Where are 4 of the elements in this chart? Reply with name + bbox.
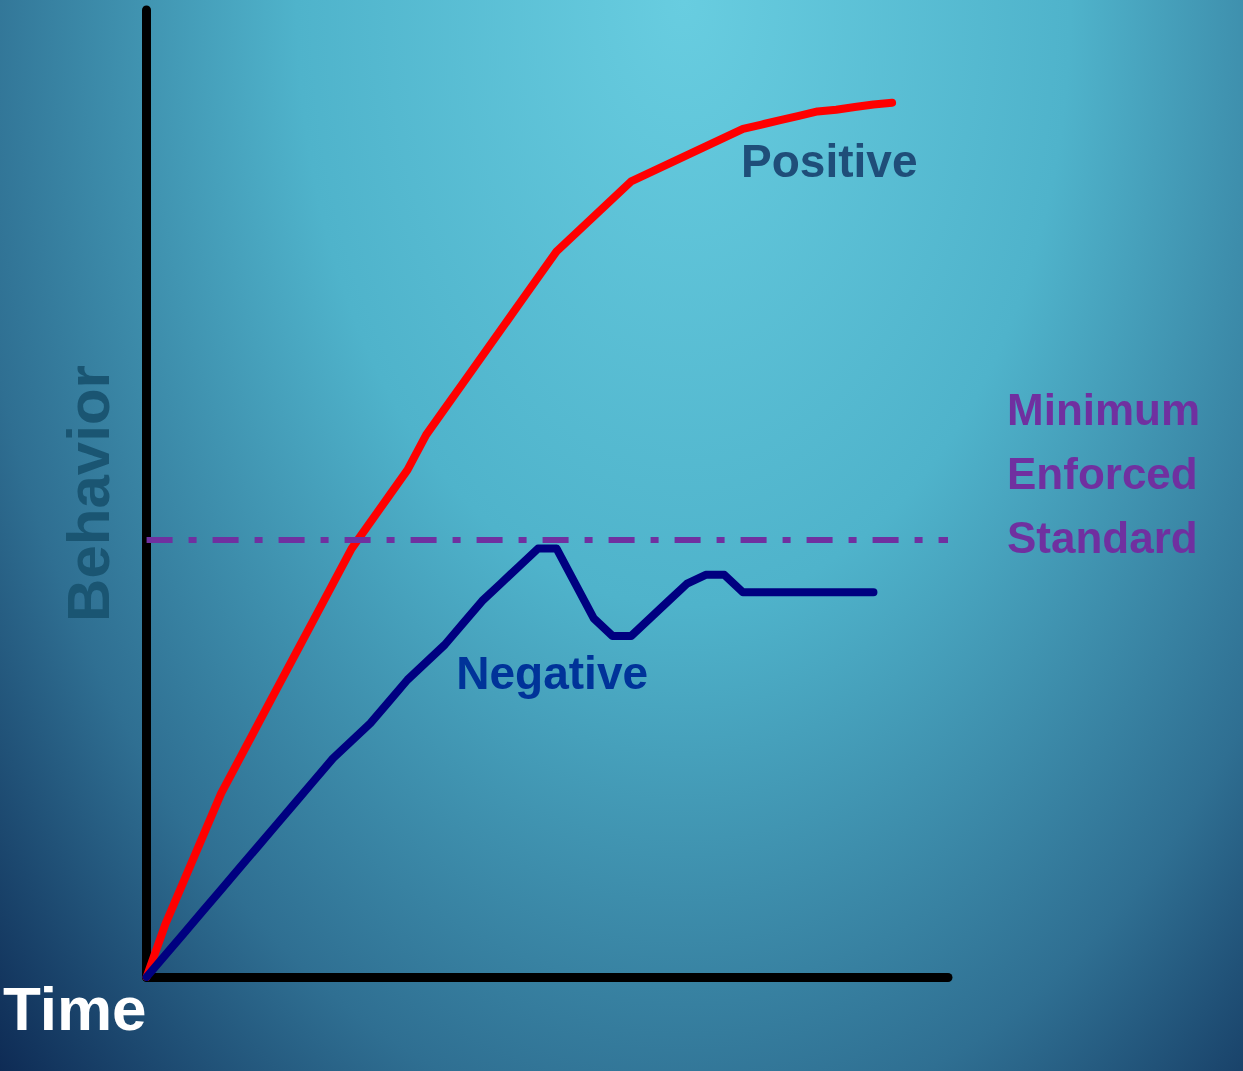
series-label: Positive — [741, 135, 918, 188]
ref-line-label: Minimum Enforced Standard — [1007, 385, 1213, 563]
x-axis-title: Time — [2, 973, 147, 1043]
series-label: Negative — [456, 647, 649, 700]
